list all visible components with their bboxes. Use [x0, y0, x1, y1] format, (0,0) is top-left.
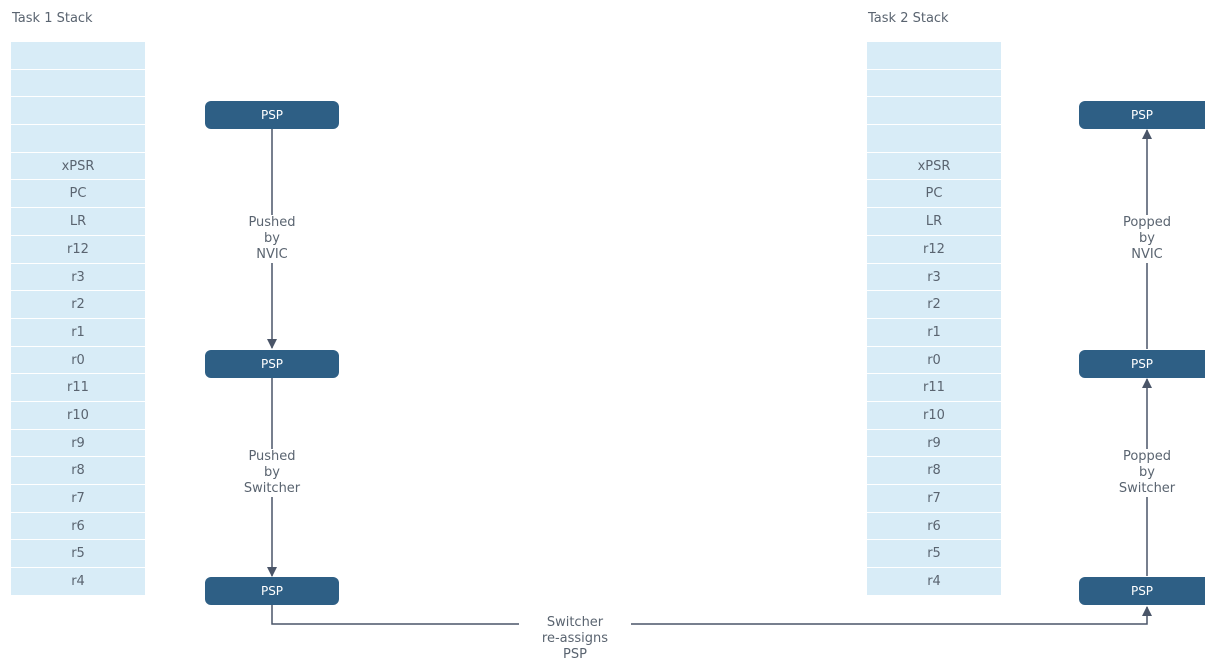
label-pushed-by-switcher: Pushed by Switcher [222, 449, 322, 497]
stack-cell-r11: r11 [867, 374, 1001, 402]
stack-cell-r3: r3 [867, 264, 1001, 292]
stack-cell [867, 125, 1001, 153]
psp-pointer-task1-top: PSP [205, 101, 339, 129]
stack-cell-lr: LR [11, 208, 145, 236]
stack-cell-r8: r8 [867, 457, 1001, 485]
stack-cell-r3: r3 [11, 264, 145, 292]
stack-cell-r7: r7 [11, 485, 145, 513]
stack-cell-r12: r12 [11, 236, 145, 264]
stack-cell-r0: r0 [867, 347, 1001, 375]
stack-cell [11, 125, 145, 153]
stack-cell [867, 70, 1001, 98]
label-switcher-reassigns-psp: Switcher re-assigns PSP [519, 615, 631, 663]
stack-cell [11, 70, 145, 98]
task2-stack-title: Task 2 Stack [868, 11, 949, 26]
stack-cell-r1: r1 [867, 319, 1001, 347]
stack-cell-r10: r10 [867, 402, 1001, 430]
task1-stack: xPSR PC LR r12 r3 r2 r1 r0 r11 r10 r9 r8… [11, 42, 145, 596]
psp-pointer-task2-top: PSP [1079, 101, 1205, 129]
stack-cell [11, 97, 145, 126]
stack-cell-r8: r8 [11, 457, 145, 485]
stack-cell-r2: r2 [11, 291, 145, 319]
label-popped-by-switcher: Popped by Switcher [1097, 449, 1197, 497]
psp-pointer-task2-bottom: PSP [1079, 577, 1205, 605]
stack-cell-r6: r6 [11, 513, 145, 541]
psp-pointer-task1-bottom: PSP [205, 577, 339, 605]
stack-cell-r10: r10 [11, 402, 145, 430]
psp-pointer-task2-mid: PSP [1079, 350, 1205, 378]
stack-cell-xpsr: xPSR [867, 153, 1001, 181]
stack-cell-r4: r4 [867, 568, 1001, 596]
psp-pointer-task1-mid: PSP [205, 350, 339, 378]
stack-cell [11, 42, 145, 70]
stack-cell-r7: r7 [867, 485, 1001, 513]
stack-cell-r5: r5 [867, 540, 1001, 569]
label-pushed-by-nvic: Pushed by NVIC [222, 215, 322, 263]
stack-cell-xpsr: xPSR [11, 153, 145, 181]
stack-cell-r11: r11 [11, 374, 145, 402]
stack-cell-r4: r4 [11, 568, 145, 596]
stack-cell-r6: r6 [867, 513, 1001, 541]
stack-cell-r9: r9 [867, 430, 1001, 458]
task2-stack: xPSR PC LR r12 r3 r2 r1 r0 r11 r10 r9 r8… [867, 42, 1001, 596]
stack-cell-r12: r12 [867, 236, 1001, 264]
stack-cell-pc: PC [11, 180, 145, 209]
stack-cell-r1: r1 [11, 319, 145, 347]
label-popped-by-nvic: Popped by NVIC [1097, 215, 1197, 263]
arrow-reassign [271, 605, 1152, 625]
stack-cell-r2: r2 [867, 291, 1001, 319]
stack-cell-r5: r5 [11, 540, 145, 569]
stack-cell-r0: r0 [11, 347, 145, 375]
stack-cell [867, 42, 1001, 70]
stack-cell-lr: LR [867, 208, 1001, 236]
stack-cell-r9: r9 [11, 430, 145, 458]
task1-stack-title: Task 1 Stack [12, 11, 93, 26]
stack-cell-pc: PC [867, 180, 1001, 209]
stack-cell [867, 97, 1001, 126]
